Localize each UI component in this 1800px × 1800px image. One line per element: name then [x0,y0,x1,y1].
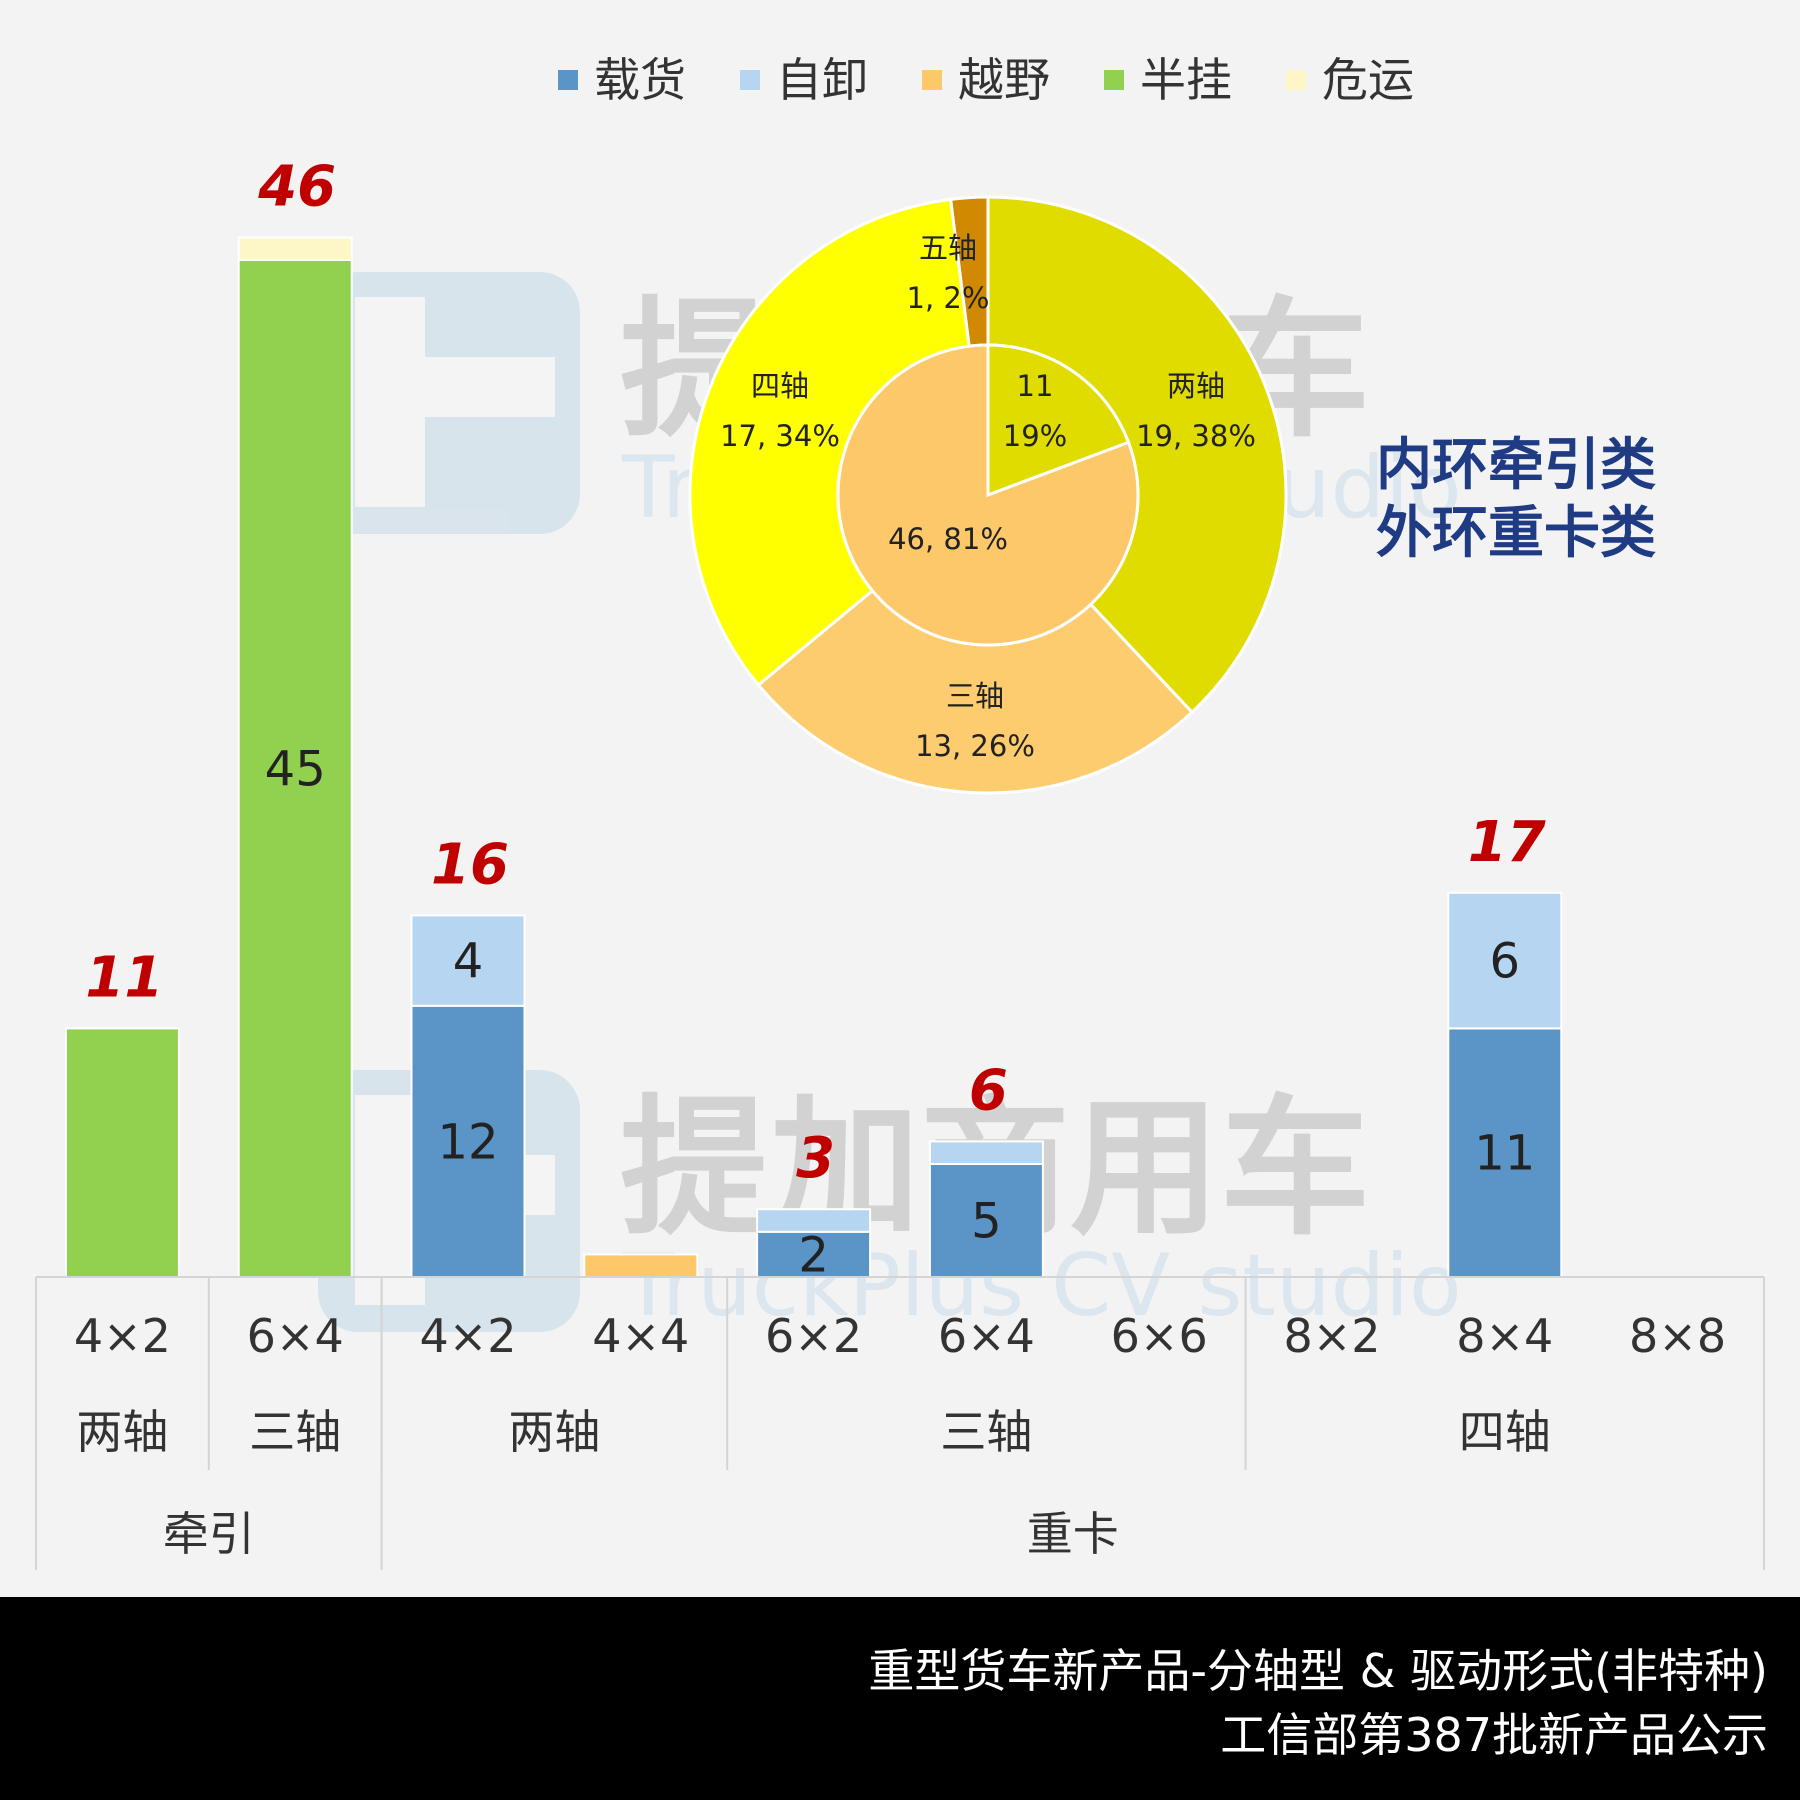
tick-label-drive: 6×2 [765,1309,862,1363]
bar-total-label: 16 [431,832,509,897]
tick-label-axle: 两轴 [508,1405,600,1459]
bar-series-group: 12 2 5 11 4 6 45 [64,236,1563,1283]
legend-swatch [740,70,760,90]
bar-segment [410,1004,526,1278]
tick-label-drive: 6×4 [938,1309,1035,1363]
doughnut-outer-label: 19, 38% [1136,419,1256,453]
watermark-logo-glyph [355,357,555,417]
bar-segment [928,1140,1044,1166]
bar-segment [410,914,526,1007]
legend-label: 危运 [1322,53,1414,107]
doughnut-outer-label: 13, 26% [915,729,1035,763]
doughnut-outer-label: 两轴 [1167,369,1225,403]
ring-note: 内环牵引类 [1376,433,1656,498]
doughnut-inner-label: 19% [1003,419,1067,453]
tick-label-group: 牵引 [163,1507,255,1561]
tick-label-drive: 8×2 [1283,1309,1380,1363]
doughnut-inner-label: 11 [1017,369,1054,403]
watermark-logo-glyph [355,297,425,507]
bar-segment [237,259,353,1278]
tick-label-drive: 4×4 [592,1309,689,1363]
tick-label-drive: 6×6 [1111,1309,1208,1363]
legend-swatch [922,70,942,90]
doughnut-chart: 两轴 19, 38% 三轴 13, 26% 四轴 17, 34% 五轴 1, 2% 11 19% 4… [688,195,1288,795]
tick-label-drive: 6×4 [247,1309,344,1363]
legend-swatch [558,70,578,90]
ring-note: 外环重卡类 [1376,501,1656,566]
legend-label: 越野 [958,53,1050,107]
bar-segment [1447,1027,1563,1279]
doughnut-inner-slice [986,343,1131,498]
doughnut-inner-label: 46, 81% [888,522,1008,556]
footer-title: 重型货车新产品-分轴型 & 驱动形式(非特种) [868,1644,1768,1698]
legend-swatch [1286,70,1306,90]
tick-label-group: 重卡 [1027,1507,1119,1561]
bar-total-label: 3 [796,1126,835,1191]
bar-value-label: 11 [1474,1126,1535,1182]
bar-segment [756,1208,872,1233]
footer-subtitle: 工信部第387批新产品公示 [1220,1708,1768,1762]
bar-total-label: 6 [969,1058,1008,1123]
bar-value-label: 4 [453,934,484,990]
tick-label-axle: 三轴 [940,1405,1032,1459]
watermark-logo [318,272,580,534]
doughnut-outer-label: 四轴 [751,369,809,403]
doughnut-outer-label: 五轴 [919,231,977,265]
tick-label-axle: 四轴 [1459,1405,1551,1459]
doughnut-outer-label: 1, 2% [907,281,990,315]
bar-value-label: 12 [437,1114,498,1170]
bar-total-label: 11 [85,945,163,1010]
category-axis: 4×2 6×4 4×2 4×4 6×2 6×4 6×6 8×2 8×4 8×8 两轴 三轴 两轴 三轴 四轴… [35,1276,1765,1570]
legend-label: 半挂 [1140,53,1232,107]
tick-label-axle: 三轴 [249,1405,341,1459]
legend-swatch [1104,70,1124,90]
tick-label-drive: 8×8 [1629,1309,1726,1363]
footer-bar: 重型货车新产品-分轴型 & 驱动形式(非特种) 工信部第387批新产品公示 [0,1597,1800,1800]
bar-value-label: 5 [971,1194,1002,1250]
bar-total-label: 46 [257,154,336,219]
tick-label-drive: 8×4 [1456,1309,1553,1363]
legend-label: 自卸 [776,53,868,107]
tick-label-axle: 两轴 [76,1405,168,1459]
bar-segment [583,1253,699,1279]
doughnut-outer-label: 17, 34% [720,419,840,453]
bar-segment [64,1027,180,1279]
bar-value-label: 45 [265,742,326,798]
bar-segment [237,236,353,261]
doughnut-inner-slice [836,343,1140,647]
doughnut-outer-label: 三轴 [946,679,1004,713]
legend: 载货 自卸 越野 半挂 危运 [558,53,1414,107]
bar-segment [1447,891,1563,1030]
legend-label: 载货 [594,53,686,107]
bar-value-label: 6 [1490,934,1521,990]
tick-label-drive: 4×2 [74,1309,171,1363]
bar-total-label: 17 [1468,810,1546,875]
bar-value-label: 2 [798,1227,829,1283]
tick-label-drive: 4×2 [419,1309,516,1363]
